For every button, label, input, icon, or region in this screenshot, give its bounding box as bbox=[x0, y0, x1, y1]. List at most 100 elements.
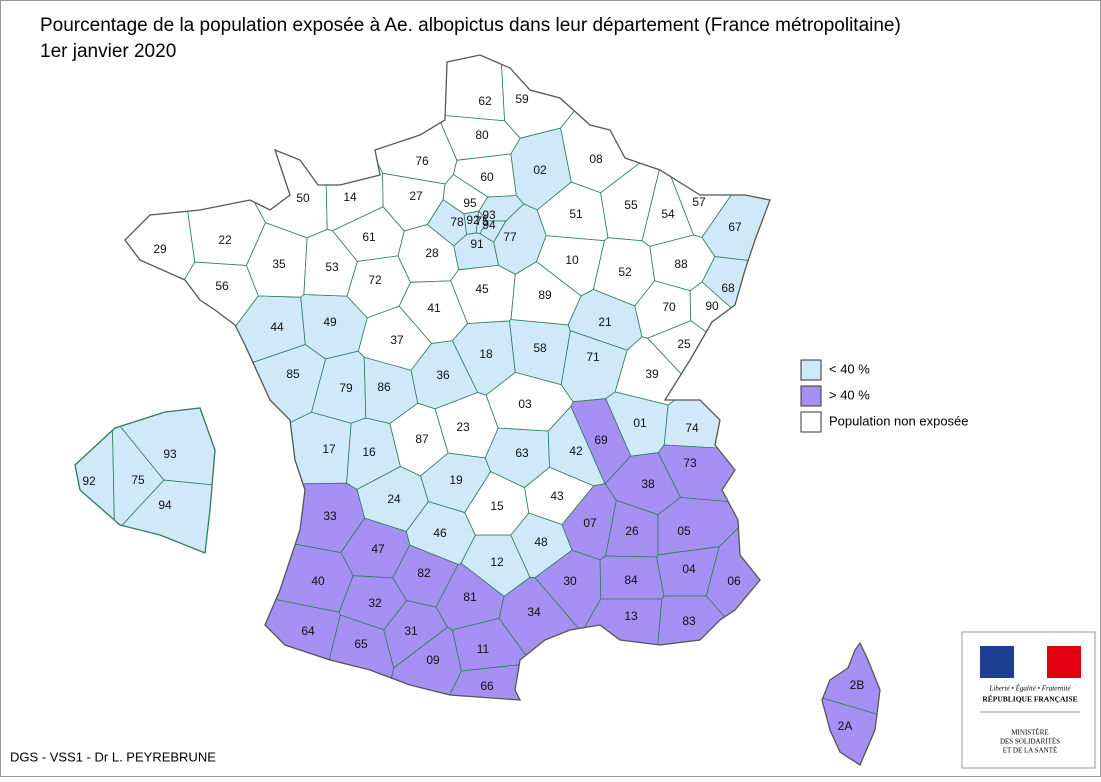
legend-swatch bbox=[800, 411, 822, 433]
department-label: 92 bbox=[82, 474, 96, 488]
department-area bbox=[357, 305, 433, 371]
department-label: 52 bbox=[618, 265, 632, 279]
department-label: 77 bbox=[503, 230, 517, 244]
department-label: 75 bbox=[475, 214, 489, 228]
department-label: 54 bbox=[661, 207, 675, 221]
subtitle: 1er janvier 2020 bbox=[40, 41, 176, 62]
legend-swatch bbox=[800, 385, 822, 407]
department-label: 50 bbox=[296, 191, 310, 205]
department-label: 21 bbox=[598, 315, 612, 329]
department-label: 61 bbox=[362, 230, 376, 244]
department-label: 81 bbox=[463, 590, 477, 604]
department-label: 71 bbox=[586, 350, 600, 364]
department-label: 66 bbox=[480, 679, 494, 693]
legend-label: Population non exposée bbox=[829, 413, 969, 428]
logo-motto: Liberté • Égalité • Fraternité bbox=[988, 685, 1071, 693]
department-label: 27 bbox=[409, 189, 423, 203]
department-label: 06 bbox=[727, 574, 741, 588]
department-label: 10 bbox=[565, 253, 579, 267]
department-label: 84 bbox=[624, 573, 638, 587]
department-label: 87 bbox=[415, 432, 429, 446]
department-label: 2B bbox=[850, 678, 865, 692]
flag-blue bbox=[980, 646, 1014, 678]
department-label: 94 bbox=[482, 218, 496, 232]
department-label: 68 bbox=[721, 281, 735, 295]
department-label: 42 bbox=[569, 444, 583, 458]
department-label: 82 bbox=[417, 566, 431, 580]
department-label: 12 bbox=[490, 555, 504, 569]
logo-ministry: ET DE LA SANTÉ bbox=[1003, 747, 1058, 755]
department-label: 19 bbox=[449, 473, 463, 487]
corsica-outline bbox=[821, 641, 881, 766]
department-label: 91 bbox=[470, 237, 484, 251]
department-label: 47 bbox=[371, 542, 385, 556]
department-label: 15 bbox=[490, 499, 504, 513]
department-label: 85 bbox=[286, 367, 300, 381]
department-area bbox=[485, 371, 574, 432]
department-label: 14 bbox=[343, 190, 357, 204]
legend-label: < 40 % bbox=[829, 361, 870, 376]
department-label: 26 bbox=[625, 524, 639, 538]
department-label: 92 bbox=[466, 213, 480, 227]
department-label: 86 bbox=[377, 380, 391, 394]
department-label: 89 bbox=[538, 288, 552, 302]
department-label: 93 bbox=[482, 208, 496, 222]
department-label: 11 bbox=[477, 642, 490, 656]
department-label: 22 bbox=[218, 233, 232, 247]
department-label: 25 bbox=[677, 337, 691, 351]
department-label: 46 bbox=[433, 526, 447, 540]
department-label: 94 bbox=[158, 498, 172, 512]
department-label: 72 bbox=[368, 273, 382, 287]
legend: < 40 % > 40 % Population non exposée bbox=[800, 359, 969, 433]
department-label: 28 bbox=[425, 246, 439, 260]
department-label: 62 bbox=[478, 94, 492, 108]
logo-ministry: DES SOLIDARITÉS bbox=[1000, 738, 1060, 746]
department-label: 02 bbox=[533, 163, 547, 177]
department-label: 59 bbox=[515, 92, 529, 106]
department-label: 24 bbox=[387, 492, 401, 506]
department-label: 79 bbox=[339, 381, 353, 395]
logo-ministry: MINISTÈRE bbox=[1011, 729, 1048, 737]
department-label: 32 bbox=[368, 596, 382, 610]
credit: DGS - VSS1 - Dr L. PEYREBRUNE bbox=[10, 749, 216, 764]
department-label: 83 bbox=[682, 614, 696, 628]
department-label: 17 bbox=[322, 442, 336, 456]
department-label: 40 bbox=[311, 574, 325, 588]
department-label: 33 bbox=[323, 509, 337, 523]
department-label: 74 bbox=[685, 421, 699, 435]
logo: Liberté • Égalité • Fraternité RÉPUBLIQU… bbox=[961, 631, 1096, 769]
department-label: 39 bbox=[645, 367, 659, 381]
department-label: 69 bbox=[594, 433, 608, 447]
department-label: 03 bbox=[518, 397, 532, 411]
department-area bbox=[479, 220, 507, 243]
department-label: 56 bbox=[215, 279, 229, 293]
flag-white bbox=[1014, 646, 1047, 678]
department-label: 90 bbox=[705, 299, 719, 313]
france-outline bbox=[124, 54, 771, 701]
department-label: 48 bbox=[534, 535, 548, 549]
department-label: 31 bbox=[404, 624, 418, 638]
department-label: 34 bbox=[527, 605, 541, 619]
department-label: 57 bbox=[692, 195, 706, 209]
department-label: 05 bbox=[677, 524, 691, 538]
department-area bbox=[442, 174, 489, 215]
department-label: 43 bbox=[550, 489, 564, 503]
department-label: 04 bbox=[682, 562, 696, 576]
logo-republic: RÉPUBLIQUE FRANÇAISE bbox=[982, 694, 1077, 704]
department-label: 45 bbox=[475, 282, 489, 296]
department-label: 18 bbox=[479, 347, 493, 361]
department-label: 44 bbox=[270, 320, 284, 334]
department-label: 13 bbox=[624, 609, 638, 623]
department-label: 63 bbox=[515, 446, 529, 460]
department-label: 38 bbox=[641, 477, 655, 491]
department-label: 30 bbox=[563, 574, 577, 588]
paris-inset-outline bbox=[74, 407, 216, 554]
flag-red bbox=[1047, 646, 1081, 678]
department-label: 07 bbox=[583, 516, 597, 530]
department-label: 01 bbox=[633, 416, 647, 430]
department-label: 78 bbox=[450, 215, 464, 229]
department-label: 55 bbox=[624, 198, 638, 212]
department-label: 93 bbox=[163, 447, 177, 461]
department-label: 70 bbox=[662, 300, 676, 314]
